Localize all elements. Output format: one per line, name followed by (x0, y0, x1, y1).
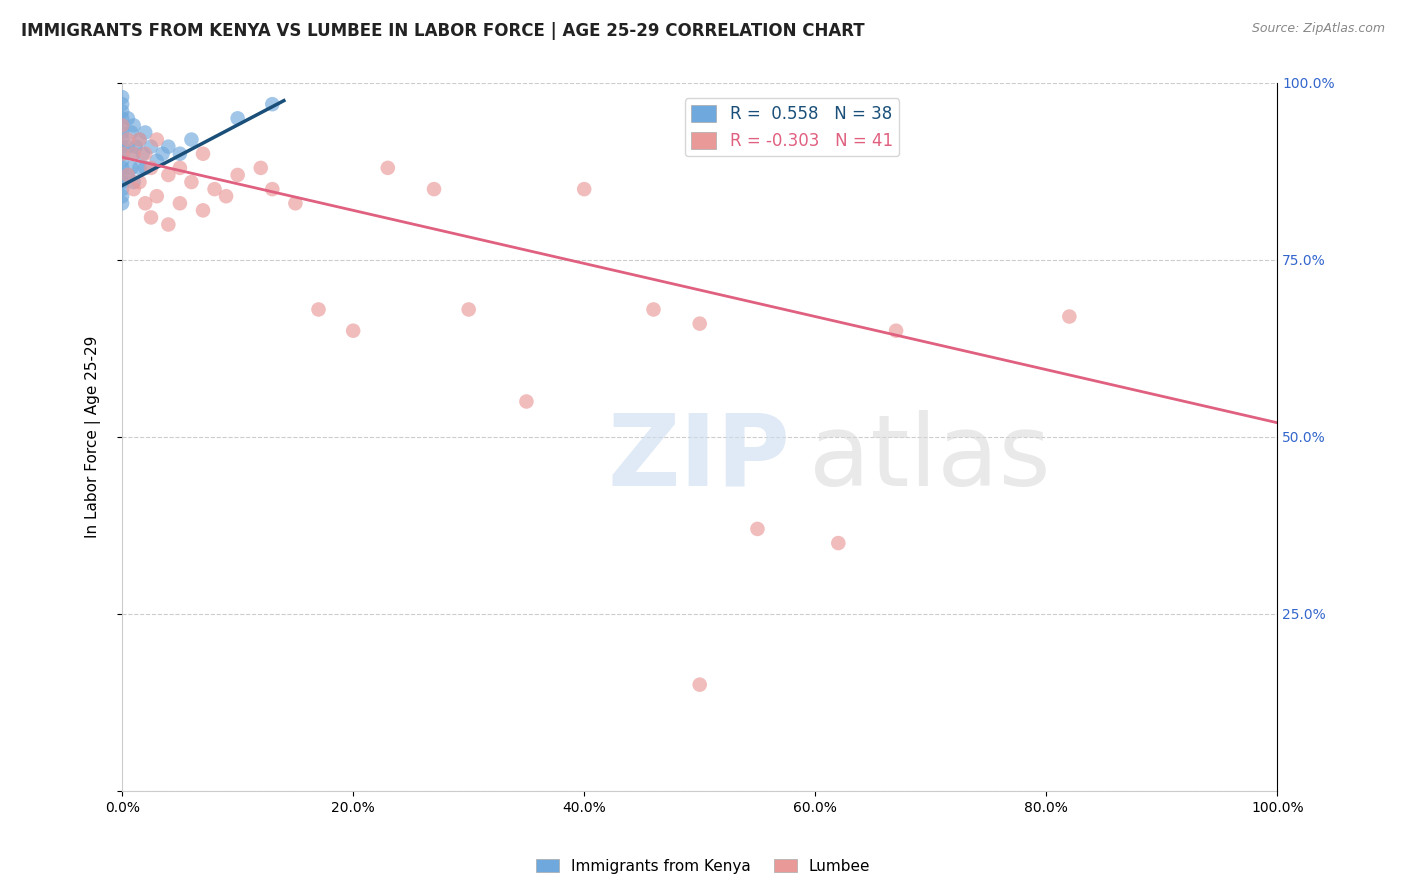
Point (308, 302, 330, 317)
Point (139, 161, 162, 175)
Point (249, 161, 271, 175)
Point (111, 90, 134, 104)
Point (122, 175, 145, 189)
Point (689, 678, 711, 692)
Point (122, 182, 145, 196)
Point (157, 168, 180, 182)
Point (377, 161, 399, 175)
Point (262, 182, 284, 196)
Point (342, 324, 364, 338)
Point (122, 146, 145, 161)
Point (122, 119, 145, 133)
Point (134, 126, 156, 140)
Point (111, 97, 134, 112)
Point (169, 196, 191, 211)
Text: IMMIGRANTS FROM KENYA VS LUMBEE IN LABOR FORCE | AGE 25-29 CORRELATION CHART: IMMIGRANTS FROM KENYA VS LUMBEE IN LABOR… (21, 22, 865, 40)
Point (169, 161, 191, 175)
Point (120, 161, 142, 175)
Point (111, 182, 134, 196)
Point (139, 211, 162, 225)
Point (146, 132, 169, 146)
Point (157, 139, 180, 153)
Point (132, 146, 155, 161)
Point (117, 139, 139, 153)
Point (111, 175, 134, 189)
Point (111, 189, 134, 203)
Point (226, 112, 249, 126)
Text: atlas: atlas (810, 409, 1052, 507)
Point (111, 153, 134, 168)
Point (191, 146, 214, 161)
Point (152, 146, 174, 161)
Point (827, 536, 849, 550)
Point (117, 168, 139, 182)
Point (111, 146, 134, 161)
Point (747, 522, 769, 536)
Point (128, 132, 150, 146)
Point (215, 189, 238, 203)
Point (157, 218, 180, 232)
Point (226, 168, 249, 182)
Legend: Immigrants from Kenya, Lumbee: Immigrants from Kenya, Lumbee (530, 853, 876, 880)
Point (120, 126, 142, 140)
Point (180, 175, 202, 189)
Point (643, 302, 665, 317)
Point (1059, 310, 1081, 324)
Legend: R =  0.558   N = 38, R = -0.303   N = 41: R = 0.558 N = 38, R = -0.303 N = 41 (685, 98, 900, 156)
Point (204, 182, 226, 196)
Point (111, 132, 134, 146)
Point (169, 146, 191, 161)
Point (689, 317, 711, 331)
Point (125, 139, 148, 153)
Point (111, 139, 134, 153)
Text: ZIP: ZIP (607, 409, 790, 507)
Point (180, 132, 202, 146)
Point (572, 182, 595, 196)
Point (111, 104, 134, 119)
Point (128, 175, 150, 189)
Point (128, 132, 150, 146)
Point (457, 302, 479, 317)
Point (191, 203, 214, 218)
Y-axis label: In Labor Force | Age 25-29: In Labor Force | Age 25-29 (86, 335, 101, 538)
Point (117, 168, 139, 182)
Point (111, 119, 134, 133)
Point (122, 146, 145, 161)
Point (117, 112, 139, 126)
Point (111, 119, 134, 133)
Point (128, 161, 150, 175)
Point (284, 196, 307, 211)
Point (146, 153, 169, 168)
Point (262, 97, 284, 112)
Point (111, 161, 134, 175)
Point (111, 112, 134, 126)
Point (134, 196, 156, 211)
Point (111, 146, 134, 161)
Point (111, 196, 134, 211)
Point (111, 126, 134, 140)
Point (884, 324, 907, 338)
Point (423, 182, 446, 196)
Point (111, 168, 134, 182)
Point (146, 189, 169, 203)
Point (134, 161, 156, 175)
Point (117, 132, 139, 146)
Text: Source: ZipAtlas.com: Source: ZipAtlas.com (1251, 22, 1385, 36)
Point (515, 394, 537, 409)
Point (134, 146, 156, 161)
Point (139, 139, 162, 153)
